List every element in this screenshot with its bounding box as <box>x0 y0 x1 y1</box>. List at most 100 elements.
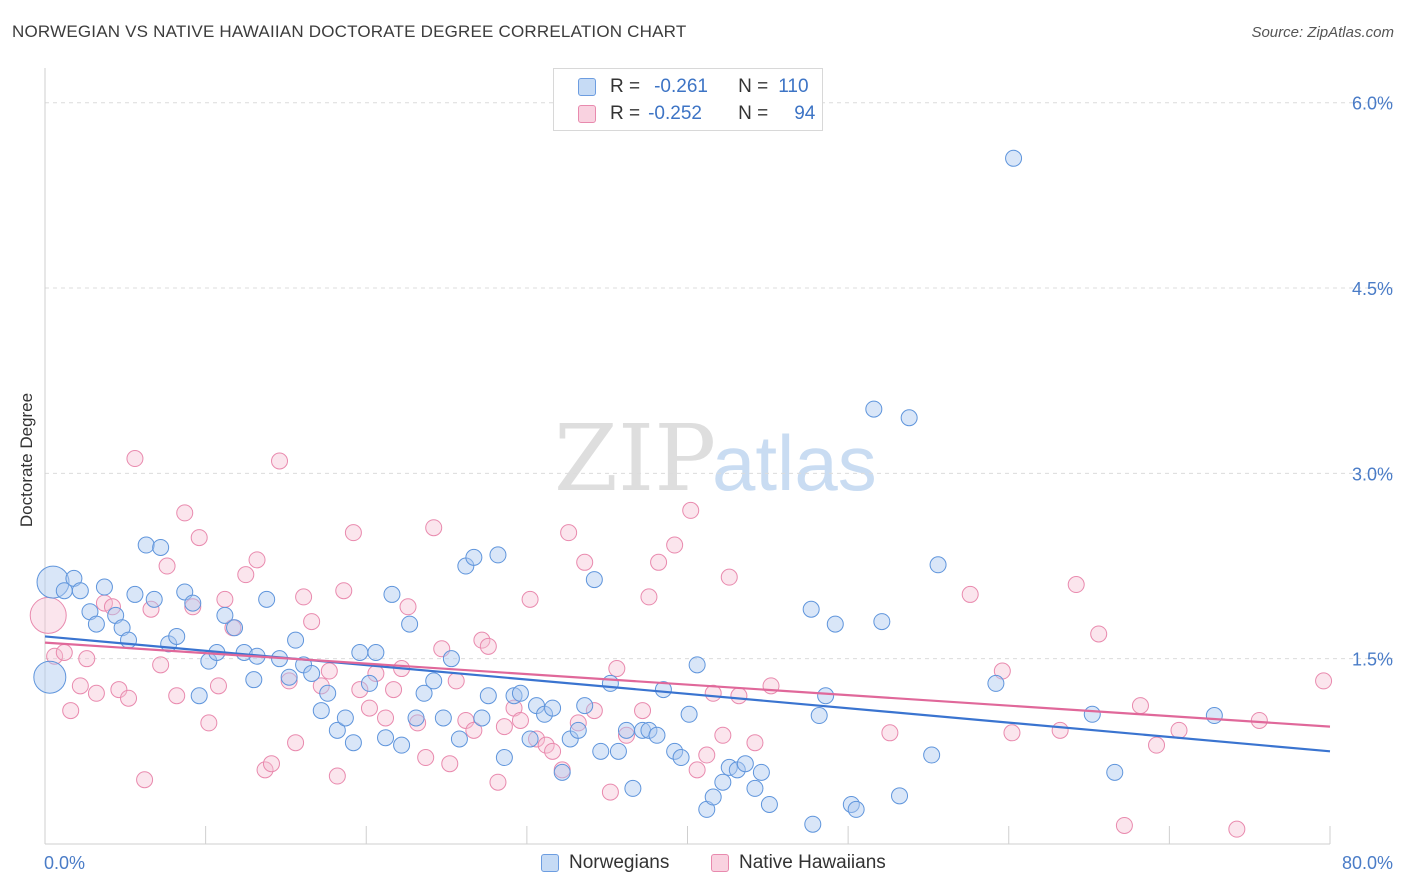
native-hawaiian-point <box>417 749 435 767</box>
legend-row-native-hawaiians: R = -0.252 N = 94 <box>578 102 815 126</box>
norwegian-point <box>804 815 822 833</box>
norwegian-point <box>479 687 497 705</box>
norwegian-point <box>377 729 395 747</box>
x-tick-label: 0.0% <box>44 853 85 873</box>
native-hawaiian-point <box>200 714 218 732</box>
norwegian-point <box>401 615 419 633</box>
norwegian-point <box>33 660 67 694</box>
native-hawaiian-point <box>720 568 738 586</box>
legend-swatch-pink <box>711 854 729 872</box>
legend-r-value: -0.261 <box>654 76 708 97</box>
y-tick-label: 4.5% <box>1352 279 1393 299</box>
norwegian-point <box>328 721 346 739</box>
norwegian-point <box>609 742 627 760</box>
norwegian-point <box>810 707 828 725</box>
norwegian-point <box>891 787 909 805</box>
native-hawaiian-point <box>640 588 658 606</box>
legend-swatch-blue <box>578 78 596 96</box>
norwegian-point <box>87 615 105 633</box>
norwegian-point <box>752 763 770 781</box>
norwegian-point <box>873 613 891 631</box>
native-hawaiian-point <box>495 718 513 736</box>
native-hawaiian-point <box>714 726 732 744</box>
norwegian-point <box>1106 763 1124 781</box>
norwegian-point <box>672 749 690 767</box>
norwegian-point <box>152 538 170 556</box>
y-tick-label: 3.0% <box>1352 464 1393 484</box>
native-hawaiian-point <box>569 714 587 732</box>
legend-r-label: R = <box>610 103 641 124</box>
native-hawaiian-point <box>544 742 562 760</box>
norwegian-point <box>569 721 587 739</box>
native-hawaiian-point <box>399 598 417 616</box>
x-tick-labels: 0.0% 80.0% <box>44 853 1393 873</box>
norwegian-point <box>36 565 70 599</box>
native-hawaiian-point <box>537 736 555 754</box>
native-hawaiian-point <box>881 724 899 742</box>
chart-title: NORWEGIAN VS NATIVE HAWAIIAN DOCTORATE D… <box>12 22 687 41</box>
native-hawaiian-point <box>103 598 121 616</box>
norwegian-point <box>640 721 658 739</box>
native-hawaiian-point <box>688 761 706 779</box>
norwegian-point <box>987 674 1005 692</box>
series-legend: Norwegians Native Hawaiians <box>0 852 1406 878</box>
native-hawaiian-point <box>168 687 186 705</box>
native-hawaiian-point <box>271 452 289 470</box>
watermark: ZIP atlas <box>554 405 877 512</box>
norwegian-point <box>319 684 337 702</box>
native-hawaiian-point <box>1250 711 1268 729</box>
native-hawaiian-point <box>303 613 321 631</box>
native-hawaiian-point <box>1131 697 1149 715</box>
native-hawaiian-point <box>601 783 619 801</box>
norwegian-point <box>383 585 401 603</box>
legend-n-value: 94 <box>794 103 816 124</box>
norwegian-point <box>746 779 764 797</box>
norwegian-point <box>126 585 144 603</box>
native-hawaiian-point <box>152 656 170 674</box>
native-hawaiian-point <box>256 761 274 779</box>
native-hawaiian-point <box>295 588 313 606</box>
norwegian-point <box>258 590 276 608</box>
native-hawaiian-point <box>120 689 138 707</box>
norwegian-point <box>425 672 443 690</box>
norwegian-point <box>585 571 603 589</box>
norwegian-point <box>900 409 918 427</box>
native-hawaiian-point <box>682 501 700 519</box>
native-hawaiian-point <box>351 681 369 699</box>
norwegian-point <box>303 665 321 683</box>
native-hawaiian-point <box>87 684 105 702</box>
native-hawaiian-point <box>360 699 378 717</box>
native-hawaiian-point <box>190 529 208 547</box>
norwegian-point <box>826 615 844 633</box>
norwegian-point <box>842 795 860 813</box>
norwegian-point <box>216 606 234 624</box>
trend-lines <box>44 635 1331 753</box>
native-hawaiian-point <box>158 557 176 575</box>
native-hawaiian-point <box>447 672 465 690</box>
norwegian-point <box>360 674 378 692</box>
norwegian-point <box>367 644 385 661</box>
norwegian-point <box>465 548 483 566</box>
native-hawaiian-point <box>385 681 403 699</box>
legend-item-native-hawaiians[interactable]: Native Hawaiians <box>711 852 886 874</box>
norwegian-point <box>450 730 468 748</box>
native-hawaiian-point <box>666 536 684 554</box>
legend-n-label: N = <box>738 103 769 124</box>
native-hawaiian-point <box>344 524 362 542</box>
norwegian-point <box>929 556 947 574</box>
norwegian-point <box>592 742 610 760</box>
native-hawaiian-point <box>489 773 507 791</box>
norwegian-point <box>226 619 244 637</box>
legend-item-norwegians[interactable]: Norwegians <box>541 852 669 874</box>
norwegian-point <box>120 631 138 649</box>
norwegian-point <box>688 656 706 674</box>
norwegian-point <box>624 779 642 797</box>
native-hawaiian-point <box>280 672 298 690</box>
norwegian-point <box>923 746 941 764</box>
native-hawaiian-point <box>1067 576 1085 594</box>
native-hawaiian-point <box>55 644 73 661</box>
norwegian-point <box>553 763 571 781</box>
native-hawaiian-point <box>126 450 144 468</box>
norwegians-points <box>33 149 1223 833</box>
legend-swatch-pink <box>578 105 596 123</box>
